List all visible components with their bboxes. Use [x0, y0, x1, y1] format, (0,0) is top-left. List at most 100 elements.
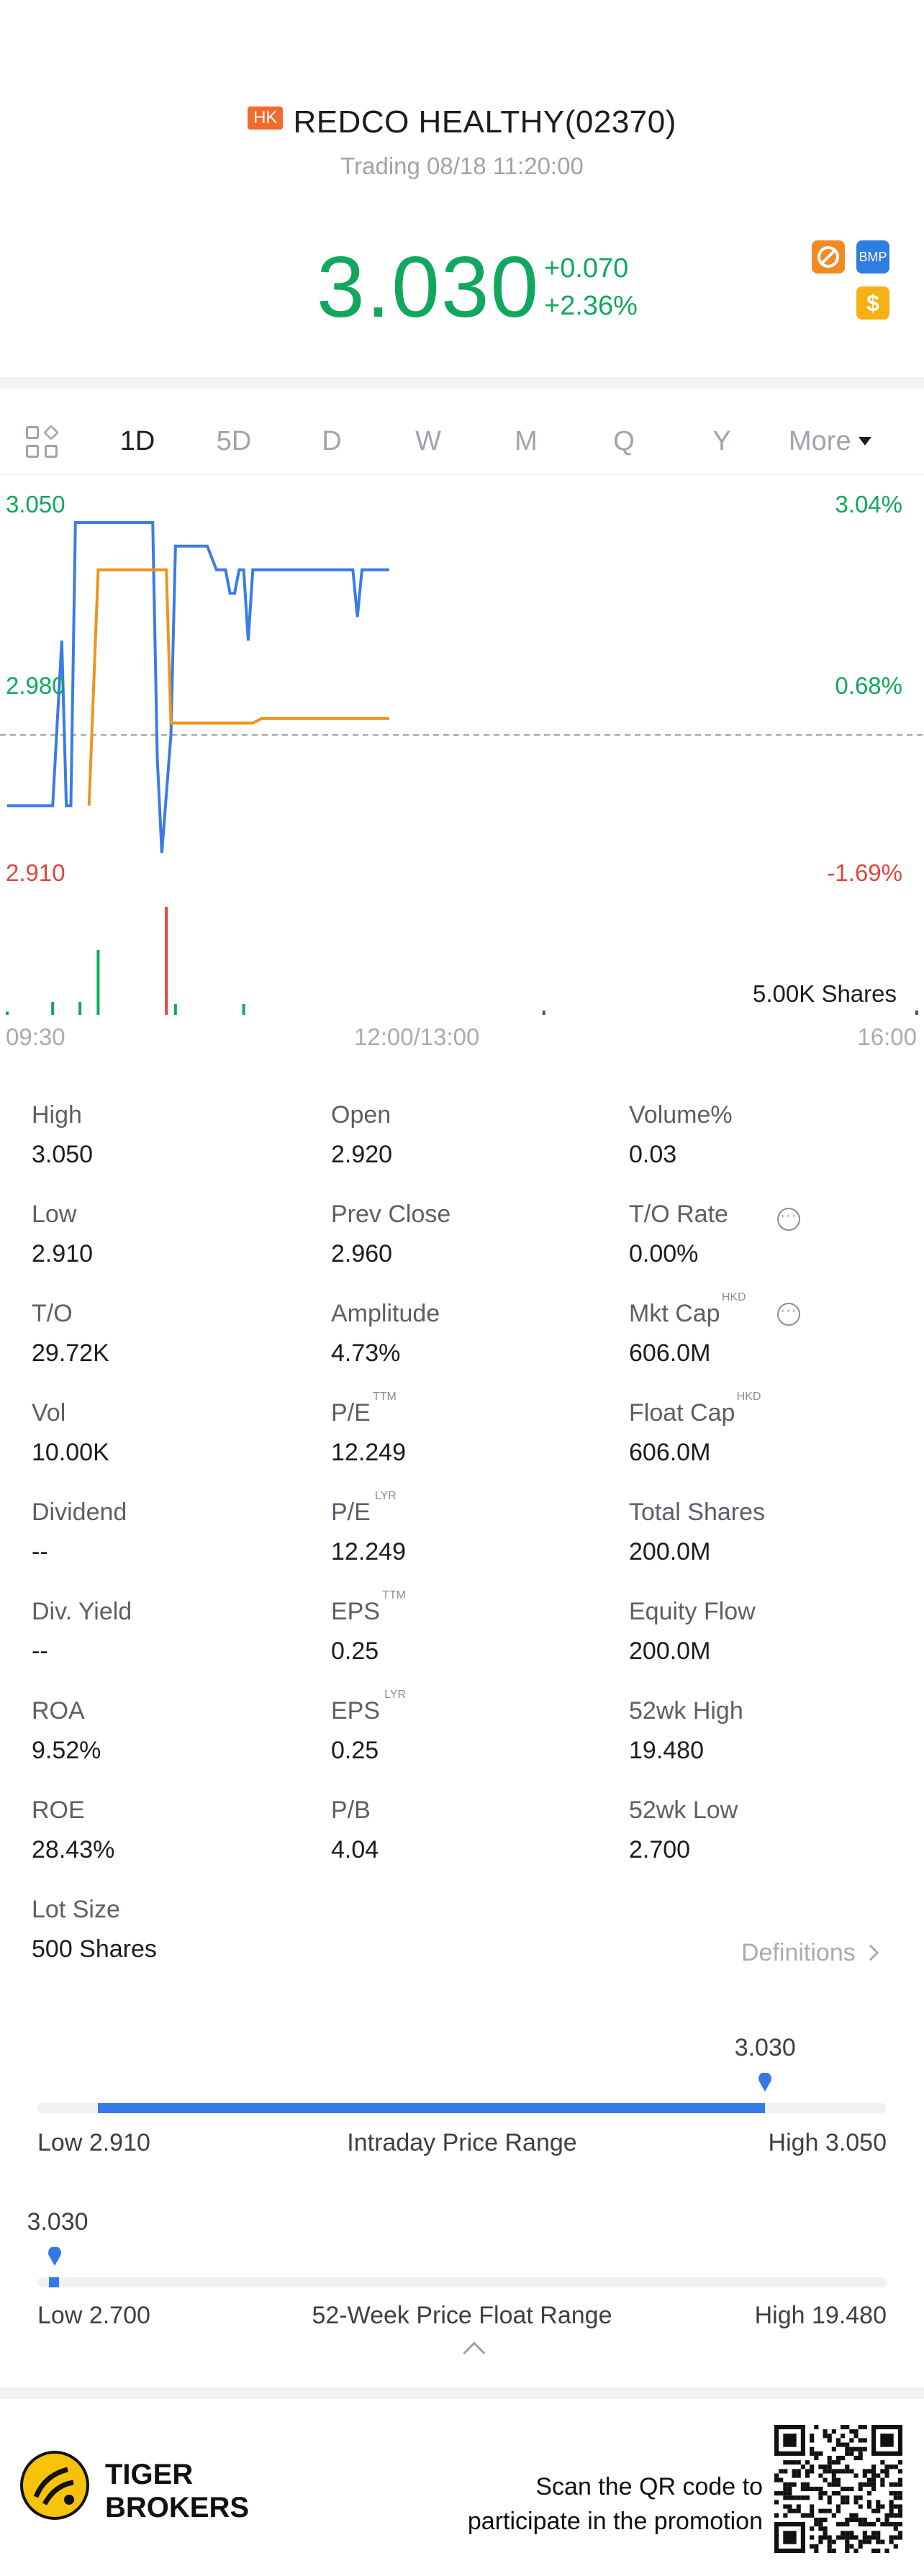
qr-code[interactable]: [774, 2425, 902, 2553]
stat-item: Lot Size 500 Shares: [32, 1896, 320, 1963]
stat-label-text: EPS: [331, 1697, 381, 1725]
week52-range-track: [37, 2277, 887, 2287]
stat-value: 0.03: [629, 1141, 677, 1168]
stat-label: Total Shares: [629, 1499, 765, 1527]
stat-value: 12.249: [331, 1439, 406, 1466]
tab-1d[interactable]: 1D: [119, 426, 155, 456]
week52-low: Low 2.700: [37, 2302, 150, 2329]
stat-label: P/E LYR: [331, 1490, 397, 1527]
stat-label-text: Mkt Cap: [629, 1300, 720, 1327]
y-right-label-mid: 0.68%: [835, 672, 902, 699]
stat-value: 606.0M: [629, 1439, 711, 1466]
stat-label-text: Equity Flow: [629, 1598, 756, 1625]
brand-line-1: TIGER: [105, 2459, 194, 2490]
stat-item: T/O Rate 0.00%: [629, 1201, 917, 1268]
intraday-low: Low 2.910: [37, 2129, 150, 2156]
week52-high: High 19.480: [754, 2302, 887, 2329]
stat-item: P/E TTM 12.249: [331, 1391, 619, 1467]
intraday-chart[interactable]: 3.050 2.980 2.910 3.04% 0.68% -1.69% 5.0…: [0, 482, 924, 1058]
x-label-close: 16:00: [857, 1023, 917, 1050]
intraday-high: High 3.050: [768, 2129, 887, 2156]
bmp-badge[interactable]: BMP: [856, 240, 889, 274]
stat-item: Div. Yield --: [32, 1598, 320, 1666]
stat-label: Prev Close: [331, 1201, 450, 1229]
stat-label: Float Cap HKD: [629, 1391, 761, 1427]
stat-label-text: ROA: [32, 1697, 85, 1725]
stat-label-text: Open: [331, 1101, 391, 1129]
volume-bar: [51, 1002, 55, 1015]
definitions-link[interactable]: Definitions: [741, 1939, 879, 1967]
tab-q[interactable]: Q: [613, 426, 635, 456]
volume-bar: [165, 907, 168, 1015]
stat-label-text: 52wk High: [629, 1697, 743, 1725]
tab-y[interactable]: Y: [712, 426, 731, 456]
stat-label-text: Lot Size: [32, 1896, 120, 1923]
tab-more[interactable]: More: [789, 426, 871, 457]
tab-m[interactable]: M: [515, 426, 538, 456]
quote-header: HK REDCO HEALTHY(02370) Trading 08/18 11:…: [0, 0, 924, 374]
stat-label: EPS LYR: [331, 1689, 406, 1725]
stat-label-text: P/B: [331, 1797, 371, 1824]
promo-text: Scan the QR code to participate in the p…: [403, 2469, 763, 2539]
title-row: HK REDCO HEALTHY(02370): [0, 104, 924, 140]
tab-w[interactable]: W: [415, 426, 441, 456]
price-line: [7, 521, 389, 854]
caret-down-icon: [858, 437, 871, 446]
brand-line-2: BROKERS: [105, 2492, 250, 2523]
stat-value: 200.0M: [629, 1538, 711, 1565]
stat-item: Volume% 0.03: [629, 1101, 917, 1169]
stat-label-text: Dividend: [32, 1499, 127, 1526]
average-line: [87, 568, 389, 806]
stat-item: Amplitude 4.73%: [331, 1300, 619, 1368]
intraday-current-value: 3.030: [734, 2034, 796, 2061]
stat-value: 0.00%: [629, 1240, 699, 1267]
stat-label: EPS TTM: [331, 1589, 406, 1626]
stat-label: Dividend: [32, 1499, 127, 1527]
stat-item: Total Shares 200.0M: [629, 1499, 917, 1566]
collapse-chevron-icon[interactable]: [463, 2341, 486, 2364]
trading-status: Trading 08/18 11:20:00: [340, 153, 584, 179]
stat-label: 52wk High: [629, 1697, 743, 1725]
stat-label-text: Div. Yield: [32, 1598, 132, 1625]
stat-label-text: High: [32, 1101, 82, 1129]
stat-label: Open: [331, 1101, 391, 1129]
stat-label-text: T/O: [32, 1300, 73, 1327]
stock-title: REDCO HEALTHY(02370): [293, 104, 676, 140]
stat-label: Amplitude: [331, 1300, 440, 1328]
stat-value: 2.910: [32, 1240, 94, 1267]
no-short-icon[interactable]: [812, 240, 845, 274]
divider: [0, 2387, 924, 2399]
intraday-range-fill: [98, 2103, 766, 2113]
stat-item: Prev Close 2.960: [331, 1201, 619, 1268]
stat-value: 606.0M: [629, 1339, 711, 1367]
more-info-icon[interactable]: ···: [777, 1208, 800, 1231]
stat-item: Open 2.920: [331, 1101, 619, 1169]
stat-item: P/B 4.04: [331, 1797, 619, 1864]
stat-value: 2.920: [331, 1141, 393, 1168]
stat-label: Mkt Cap HKD: [629, 1291, 746, 1328]
stat-label-text: Total Shares: [629, 1499, 765, 1526]
more-info-icon[interactable]: ···: [777, 1303, 800, 1326]
x-label-open: 09:30: [6, 1023, 65, 1050]
tiger-logo-icon: [20, 2451, 89, 2520]
tab-d[interactable]: D: [322, 426, 342, 456]
tab-5d[interactable]: 5D: [216, 426, 252, 456]
dollar-badge[interactable]: $: [856, 286, 889, 320]
price-marker-icon: [47, 2247, 61, 2266]
layout-grid-icon[interactable]: [26, 425, 59, 459]
stat-value: 4.04: [331, 1836, 379, 1863]
intraday-range-title: Intraday Price Range: [347, 2129, 577, 2156]
stat-value: 9.52%: [32, 1737, 101, 1764]
stat-value: 0.25: [331, 1637, 379, 1665]
stat-item: 52wk Low 2.700: [629, 1797, 917, 1864]
stat-label: T/O Rate: [629, 1201, 728, 1229]
chevron-right-icon: [862, 1944, 879, 1961]
stat-label: P/E TTM: [331, 1391, 397, 1427]
stat-value: 12.249: [331, 1538, 406, 1565]
stat-label: ROE: [32, 1797, 85, 1825]
stat-label-superscript: LYR: [374, 1490, 397, 1502]
stat-item: Float Cap HKD 606.0M: [629, 1391, 917, 1467]
volume-bar: [96, 950, 100, 1015]
stat-item: T/O 29.72K: [32, 1300, 320, 1368]
stat-value: 0.25: [331, 1737, 379, 1764]
